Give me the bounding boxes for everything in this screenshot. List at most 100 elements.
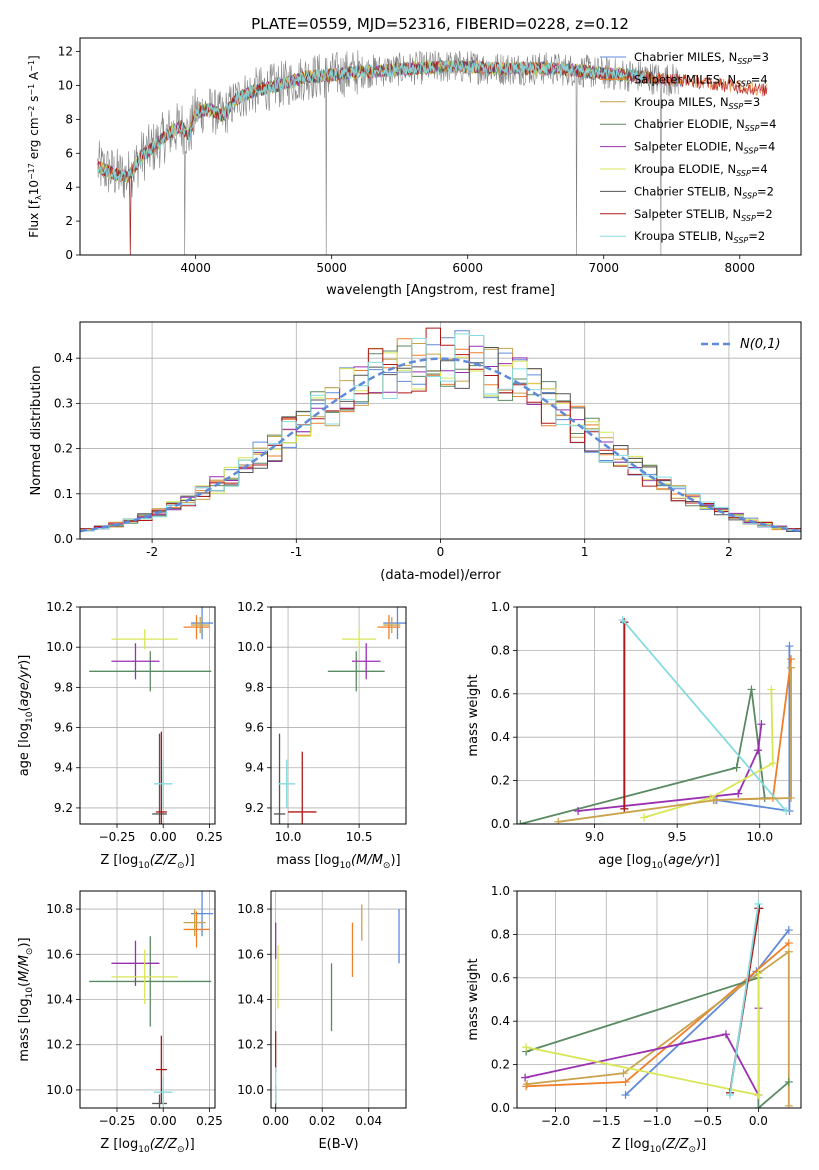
weight-point-marker (517, 820, 525, 824)
weight-point-marker (782, 806, 791, 815)
errorbar-point (89, 651, 212, 692)
age-vs-z-panel: −0.25 0.00 0.25 9.2 9.4 9.6 9.8 10.0 10.2 Z [log1… (17, 600, 223, 871)
y-tick-label: 10 (58, 78, 73, 92)
x-tick-label: 8000 (725, 261, 756, 275)
y-tick-label: 10.0 (46, 640, 73, 654)
y-axis-label: mass [log10(M/M⊙)] (17, 937, 35, 1061)
legend-entry: Chabrier MILES, NSSP=3 (634, 50, 769, 66)
weight-point-marker (734, 789, 743, 798)
y-tick-label: 9.2 (54, 801, 73, 815)
y-tick-label: 0.4 (491, 1014, 510, 1028)
y-axis-label: Flux [fλ10−17 erg cm−2 s−1 A−1] (27, 55, 43, 237)
legend-entry: Kroupa STELIB, NSSP=2 (634, 229, 765, 245)
mass-vs-ebv-panel: 0.00 0.02 0.04 10.0 10.2 10.4 10.6 10.8 E(B-V) (237, 890, 407, 1152)
errorbar-point (273, 733, 286, 824)
errorbar-point (152, 733, 167, 824)
y-tick-label: 1.0 (491, 884, 510, 898)
axes-frame (79, 37, 802, 256)
x-tick-label: 0.25 (196, 1114, 223, 1128)
x-tick-label: 0.00 (262, 1114, 289, 1128)
x-tick-label: -1 (290, 545, 302, 559)
x-axis-label: wavelength [Angstrom, rest frame] (326, 283, 555, 298)
legend-entry: Kroupa ELODIE, NSSP=4 (634, 162, 768, 178)
y-axis-label: mass weight (466, 674, 481, 756)
errorbar-point (190, 607, 214, 640)
x-tick-label: 0.00 (150, 830, 177, 844)
y-tick-label: 10.6 (237, 947, 264, 961)
errorbar-point (155, 731, 167, 824)
y-tick-label: 10.0 (46, 1083, 73, 1097)
weight-point-marker (787, 663, 796, 672)
observed-spectrum-line (97, 50, 679, 255)
errorbar-point (183, 615, 210, 640)
age-vs-mass-panel: 10.0 10.5 9.2 9.4 9.6 9.8 10.0 10.2 mass [log10(… (237, 600, 407, 871)
y-tick-label: 0.2 (491, 1058, 510, 1072)
axes-frame (516, 890, 802, 1109)
y-tick-label: 9.8 (54, 680, 73, 694)
axis-label: mass [log10(M/M⊙)] (276, 853, 400, 871)
weight-point-marker (754, 1104, 763, 1108)
spectrum-panel: 4000 5000 6000 7000 8000 0 2 4 6 8 10 12 wavelength … (27, 37, 802, 298)
x-tick-label: 0.25 (196, 830, 223, 844)
errorbar-point (111, 940, 160, 986)
errorbar-point (278, 759, 296, 808)
errorbar-point (153, 1078, 173, 1106)
y-tick-label: 9.6 (245, 721, 264, 735)
x-tick-label: 0.00 (150, 1114, 177, 1128)
weight-point-marker (618, 616, 627, 625)
y-axis-label: Normed distribution (29, 366, 44, 496)
weight-point-marker (757, 720, 766, 729)
y-tick-label: 0.4 (54, 351, 73, 365)
weight-point-marker (784, 939, 793, 948)
errorbar-point (111, 629, 179, 650)
weight-point-marker (554, 817, 563, 824)
residuals-panel: -2 -1 0 1 2 0.0 0.1 0.2 0.3 0.4 (data-model)/error… (29, 321, 802, 583)
x-tick-label: 1 (581, 545, 589, 559)
weight-point-marker (754, 969, 763, 978)
weight-point-marker (640, 813, 649, 822)
x-tick-label: 4000 (180, 261, 211, 275)
x-tick-label: 2 (725, 545, 733, 559)
weight-point-marker (522, 1043, 531, 1052)
weight-point-marker (620, 804, 629, 813)
errorbar-point (183, 911, 210, 948)
y-tick-label: 0.0 (54, 532, 73, 546)
weight-point-marker (787, 655, 796, 664)
y-tick-label: 10.2 (237, 1038, 264, 1052)
weight-series-line (525, 976, 790, 1108)
residual-histogram-step (80, 327, 801, 530)
legend-entry: Salpeter MILES, NSSP=4 (634, 72, 768, 88)
errorbar-point (190, 617, 210, 634)
x-tick-label: 10.5 (346, 830, 373, 844)
weight-point-marker (621, 1090, 630, 1099)
weight-vs-z-panel: −2.0 −1.5 −1.0 −0.5 0.0 0.0 0.2 0.4 0.6 0.8 1.0 Z [… (466, 884, 802, 1155)
weight-series-line (729, 903, 760, 1096)
x-tick-label: −0.5 (693, 1114, 722, 1128)
y-tick-label: 0.8 (491, 643, 510, 657)
axes-frame (516, 606, 802, 825)
axes-frame (79, 606, 216, 825)
weight-point-marker (754, 746, 763, 755)
x-tick-label: 0 (437, 545, 445, 559)
x-tick-label: −2.0 (541, 1114, 570, 1128)
residual-histogram-step (80, 335, 801, 530)
axes-frame (270, 890, 407, 1109)
axes-frame (79, 321, 802, 540)
y-tick-label: 9.4 (245, 761, 264, 775)
weight-point-marker (784, 926, 793, 935)
weight-series-line (643, 689, 774, 819)
errorbar-point (342, 629, 377, 650)
y-axis-label: age [log10(age/yr)] (17, 655, 35, 777)
x-tick-label: −0.25 (99, 830, 136, 844)
x-tick-label: 10.0 (275, 830, 302, 844)
y-tick-label: 0.4 (491, 730, 510, 744)
y-tick-label: 0.2 (491, 774, 510, 788)
weight-series-line (578, 724, 763, 812)
legend-entry: Salpeter STELIB, NSSP=2 (634, 207, 773, 223)
x-tick-label: −0.25 (99, 1114, 136, 1128)
y-tick-label: 4 (65, 180, 73, 194)
y-tick-label: 0.3 (54, 396, 73, 410)
errorbar-point (352, 643, 381, 680)
errorbar-point (155, 1035, 167, 1104)
y-tick-label: 10.2 (46, 600, 73, 614)
